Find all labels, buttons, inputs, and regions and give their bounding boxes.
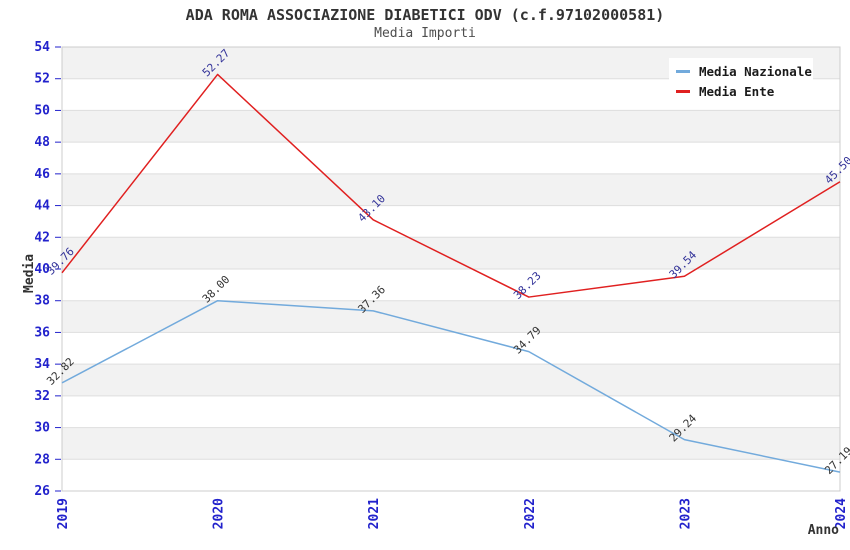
y-tick-label: 34 (34, 357, 50, 372)
x-tick-label: 2022 (523, 498, 538, 529)
plot-band (62, 300, 840, 333)
plot-band (62, 173, 840, 206)
y-tick-label: 40 (34, 262, 50, 277)
x-tick-label: 2024 (834, 498, 849, 529)
y-tick-label: 42 (34, 230, 50, 245)
y-tick-label: 50 (34, 103, 50, 118)
x-tick-label: 2021 (367, 498, 382, 529)
y-tick-label: 52 (34, 72, 50, 87)
y-tick-label: 54 (34, 40, 50, 55)
x-tick-label: 2023 (678, 498, 693, 529)
y-tick-label: 48 (34, 135, 50, 150)
x-tick-label: 2019 (56, 498, 71, 529)
y-tick-label: 44 (34, 199, 50, 214)
x-tick-label: 2020 (212, 498, 227, 529)
y-tick-label: 36 (34, 325, 50, 340)
plot-border (61, 46, 841, 492)
chart-subtitle: Media Importi (374, 26, 476, 41)
plot-band (62, 395, 840, 428)
plot-band (62, 205, 840, 238)
plot-band (62, 237, 840, 269)
y-tick-label: 28 (34, 452, 50, 467)
plot-band (62, 110, 840, 143)
y-tick-label: 38 (34, 294, 50, 309)
legend-swatch-media-nazionale (676, 70, 690, 73)
y-tick-label: 26 (34, 484, 50, 499)
plot-band (62, 142, 840, 174)
plot-band (62, 269, 840, 301)
legend-swatch-media-ente (676, 90, 690, 93)
y-tick-label: 46 (34, 167, 50, 182)
plot-band (62, 459, 840, 491)
y-axis-title: Media (22, 254, 37, 293)
plot-band (62, 427, 840, 460)
series-line-media-ente (61, 73, 841, 298)
y-tick-label: 32 (34, 389, 50, 404)
plot-band (62, 364, 840, 396)
series-line-media-nazionale (61, 299, 841, 473)
legend-label: Media Nazionale (699, 64, 812, 79)
x-axis-title: Anno (808, 523, 839, 538)
legend-box (669, 58, 813, 102)
plot-band (62, 332, 840, 365)
chart-title: ADA ROMA ASSOCIAZIONE DIABETICI ODV (c.f… (185, 6, 665, 24)
legend-label: Media Ente (699, 84, 775, 99)
y-tick-label: 30 (34, 421, 50, 436)
